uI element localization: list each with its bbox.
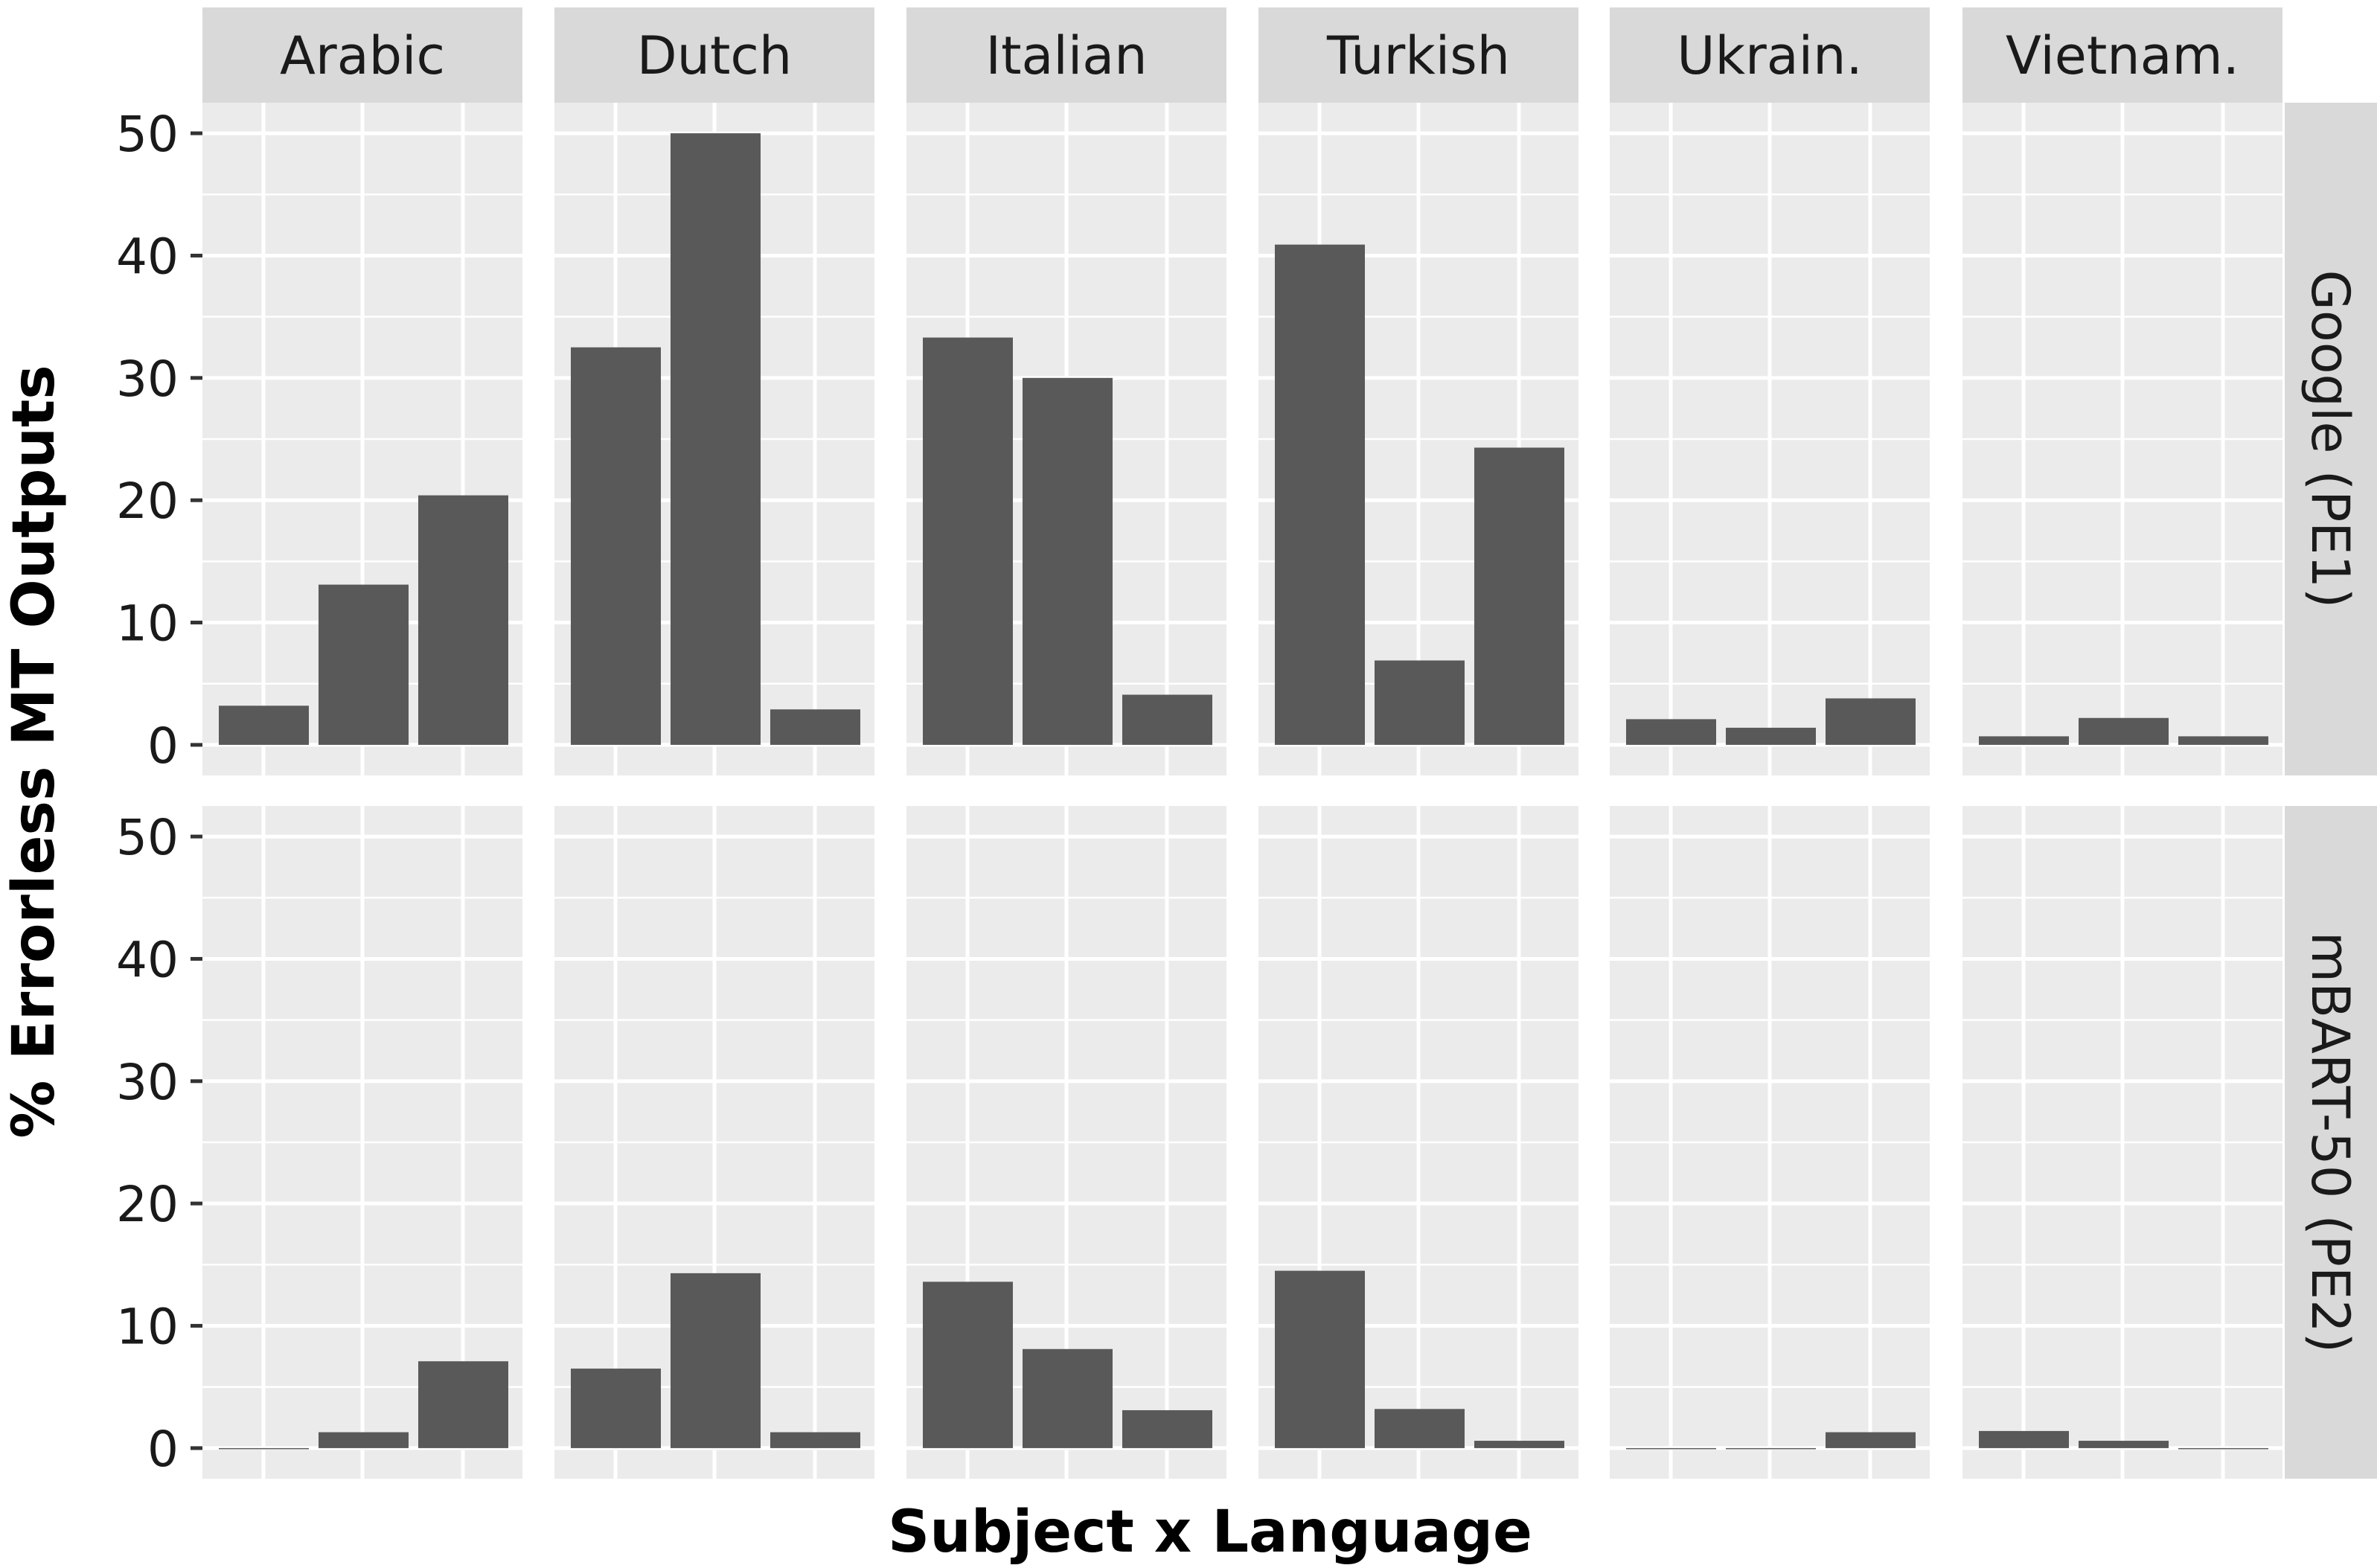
strip-italian: Italian — [906, 7, 1226, 103]
strip-background — [2285, 103, 2377, 775]
y-tick-label: 10 — [116, 595, 179, 653]
strip-label: Italian — [985, 25, 1147, 86]
strip-label: Arabic — [280, 25, 445, 86]
bar-google-pe1-italian-2 — [1023, 377, 1113, 745]
panel-mbart-50-pe2-ukrain — [1610, 806, 1930, 1479]
bar-google-pe1-dutch-1 — [571, 347, 661, 745]
panel-google-pe1-arabic — [202, 103, 522, 775]
strip-vietnam: Vietnam. — [1962, 7, 2282, 103]
strip-background — [202, 7, 522, 103]
y-tick-label: 40 — [116, 931, 179, 988]
panel-mbart-50-pe2-vietnam — [1962, 806, 2282, 1479]
row-strip-google-pe1: Google (PE1) — [2285, 103, 2377, 775]
strip-label: Turkish — [1326, 25, 1510, 86]
panel-google-pe1-dutch — [554, 103, 874, 775]
bar-google-pe1-vietnam-2 — [2079, 717, 2169, 745]
panel-mbart-50-pe2-turkish — [1258, 806, 1578, 1479]
y-tick-label: 20 — [116, 473, 179, 530]
bar-google-pe1-arabic-1 — [219, 705, 309, 745]
y-tick-label: 0 — [147, 717, 179, 775]
bar-google-pe1-vietnam-1 — [1979, 736, 2069, 745]
bar-mbart-50-pe2-vietnam-1 — [1979, 1430, 2069, 1448]
bar-mbart-50-pe2-dutch-3 — [770, 1432, 860, 1448]
row-strip-mbart-50-pe2: mBART-50 (PE2) — [2285, 806, 2377, 1479]
strip-dutch: Dutch — [554, 7, 874, 103]
panel-google-pe1-turkish — [1258, 103, 1578, 775]
strip-label: Ukrain. — [1677, 25, 1863, 86]
y-tick-label: 0 — [147, 1421, 179, 1478]
bar-google-pe1-arabic-2 — [319, 584, 409, 745]
strip-label: Vietnam. — [2006, 25, 2239, 86]
panel-google-pe1-vietnam — [1962, 103, 2282, 775]
panel-mbart-50-pe2-arabic — [202, 806, 522, 1479]
bar-google-pe1-ukrain-3 — [1826, 698, 1916, 745]
x-axis-title: Subject x Language — [888, 1499, 1532, 1566]
bar-mbart-50-pe2-turkish-2 — [1375, 1409, 1465, 1448]
bar-mbart-50-pe2-ukrain-3 — [1826, 1432, 1916, 1448]
panel-grid — [202, 103, 2282, 1479]
bar-mbart-50-pe2-ukrain-1 — [1626, 1447, 1716, 1450]
bar-mbart-50-pe2-arabic-2 — [319, 1432, 409, 1448]
bar-mbart-50-pe2-dutch-1 — [571, 1369, 661, 1448]
panel-mbart-50-pe2-italian — [906, 806, 1226, 1479]
strip-label: mBART-50 (PE2) — [2300, 932, 2361, 1353]
bar-mbart-50-pe2-ukrain-2 — [1726, 1447, 1816, 1450]
bar-mbart-50-pe2-vietnam-2 — [2079, 1441, 2169, 1448]
column-facet-strips: Arabic Dutch Italian Turkish Ukrain. Vietnam. — [202, 7, 2282, 103]
bar-google-pe1-ukrain-1 — [1626, 719, 1716, 745]
bar-google-pe1-italian-3 — [1122, 694, 1212, 745]
bar-google-pe1-turkish-2 — [1375, 660, 1465, 745]
y-tick-label: 40 — [116, 228, 179, 285]
panel-google-pe1-ukrain — [1610, 103, 1930, 775]
row-facet-strips: Google (PE1) mBART-50 (PE2) — [2285, 103, 2377, 1479]
strip-label: Dutch — [637, 25, 793, 86]
bar-google-pe1-turkish-1 — [1275, 244, 1365, 745]
strip-arabic: Arabic — [202, 7, 522, 103]
strip-background — [2285, 806, 2377, 1479]
y-axis-title: % Errorless MT Outputs — [1, 365, 68, 1138]
bar-mbart-50-pe2-turkish-3 — [1474, 1441, 1564, 1448]
bar-mbart-50-pe2-arabic-1 — [219, 1447, 309, 1450]
bar-mbart-50-pe2-italian-1 — [923, 1281, 1013, 1448]
strip-background — [1258, 7, 1578, 103]
strip-background — [1610, 7, 1930, 103]
strip-label: Google (PE1) — [2300, 270, 2361, 609]
y-axis: 0 10 20 30 40 50 0 10 20 30 40 50 — [116, 106, 202, 1478]
bar-google-pe1-dutch-3 — [770, 709, 860, 745]
bar-google-pe1-italian-1 — [923, 337, 1013, 745]
panel-mbart-50-pe2-dutch — [554, 806, 874, 1479]
y-tick-label: 30 — [116, 351, 179, 408]
panel-google-pe1-italian — [906, 103, 1226, 775]
bar-google-pe1-vietnam-3 — [2178, 736, 2268, 745]
bar-mbart-50-pe2-vietnam-3 — [2178, 1447, 2268, 1450]
bar-mbart-50-pe2-italian-3 — [1122, 1409, 1212, 1448]
strip-background — [554, 7, 874, 103]
bar-mbart-50-pe2-dutch-2 — [671, 1273, 761, 1448]
y-tick-label: 10 — [116, 1299, 179, 1356]
strip-ukrain: Ukrain. — [1610, 7, 1930, 103]
bar-google-pe1-turkish-3 — [1474, 447, 1564, 745]
y-tick-label: 50 — [116, 106, 179, 163]
y-tick-label: 20 — [116, 1176, 179, 1233]
y-tick-label: 50 — [116, 809, 179, 866]
bar-mbart-50-pe2-arabic-3 — [418, 1361, 508, 1448]
bar-mbart-50-pe2-turkish-1 — [1275, 1270, 1365, 1448]
bar-google-pe1-ukrain-2 — [1726, 727, 1816, 745]
bar-google-pe1-arabic-3 — [418, 495, 508, 745]
strip-background — [906, 7, 1226, 103]
y-tick-label: 30 — [116, 1054, 179, 1111]
strip-turkish: Turkish — [1258, 7, 1578, 103]
bar-mbart-50-pe2-italian-2 — [1023, 1348, 1113, 1448]
strip-background — [1962, 7, 2282, 103]
bar-google-pe1-dutch-2 — [671, 133, 761, 745]
